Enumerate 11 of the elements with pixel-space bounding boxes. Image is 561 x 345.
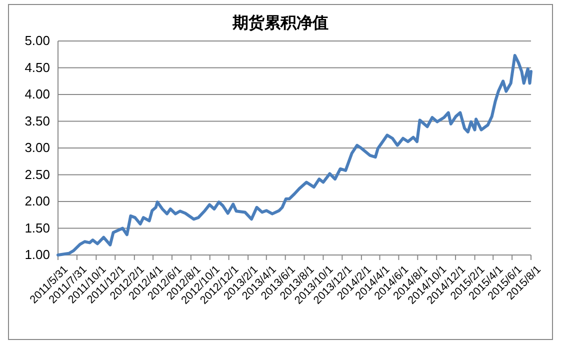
chart-title: 期货累积净值 bbox=[232, 14, 328, 32]
y-tick-label: 2.50 bbox=[24, 166, 50, 182]
y-tick-label: 5.00 bbox=[24, 33, 50, 48]
y-tick-label: 2.00 bbox=[24, 194, 50, 209]
y-tick-label: 3.00 bbox=[24, 140, 50, 156]
y-tick-label: 1.50 bbox=[24, 220, 50, 236]
y-tick-label: 1.00 bbox=[24, 247, 50, 262]
y-tick-label: 3.50 bbox=[24, 113, 50, 128]
y-tick-label: 4.00 bbox=[24, 86, 50, 102]
y-tick-label: 4.50 bbox=[24, 60, 50, 75]
line-series bbox=[56, 54, 532, 256]
